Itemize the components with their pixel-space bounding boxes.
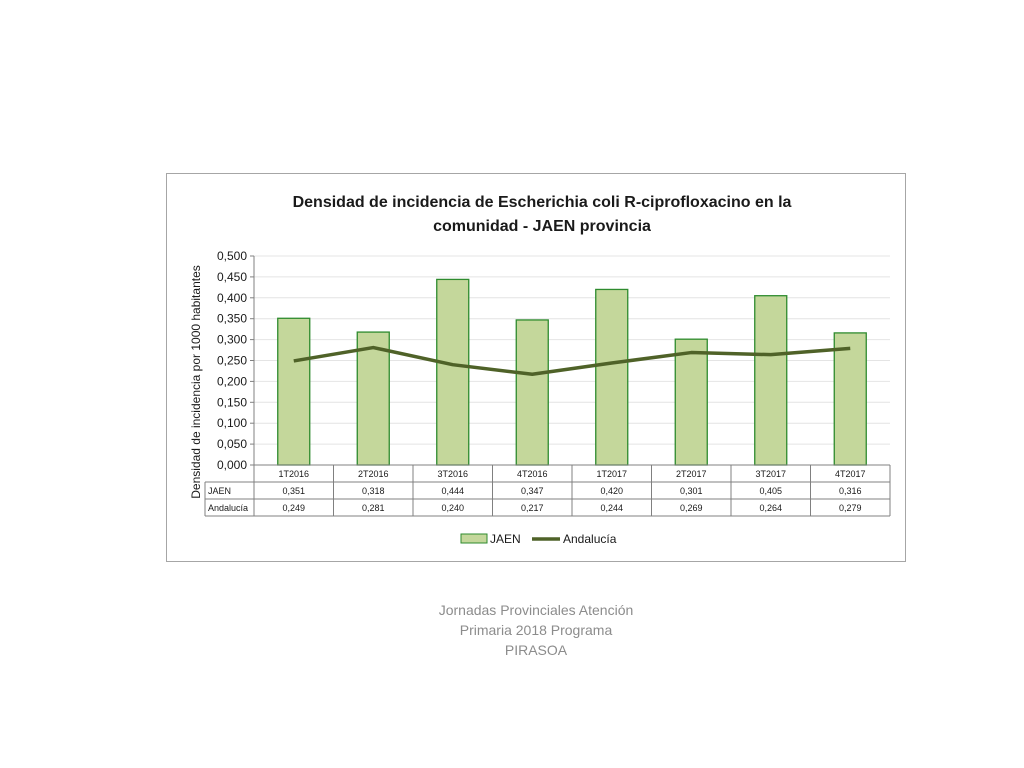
table-value-label: 0,240 bbox=[441, 503, 464, 513]
chart-title-line2: comunidad - JAEN provincia bbox=[433, 218, 651, 235]
bar-jaen bbox=[674, 338, 708, 466]
table-value-label: 0,281 bbox=[362, 503, 385, 513]
legend-label-jaen: JAEN bbox=[490, 532, 521, 546]
table-value-label: 0,420 bbox=[600, 486, 623, 496]
table-value-label: 0,301 bbox=[680, 486, 703, 496]
x-category-label: 3T2016 bbox=[437, 469, 468, 479]
table-value-label: 0,347 bbox=[521, 486, 544, 496]
chart-container: Densidad de incidencia de Escherichia co… bbox=[166, 173, 906, 562]
y-tick-label: 0,150 bbox=[217, 395, 247, 409]
y-tick-label: 0,350 bbox=[217, 312, 247, 326]
table-value-label: 0,249 bbox=[282, 503, 305, 513]
x-category-label: 3T2017 bbox=[755, 469, 786, 479]
y-tick-label: 0,250 bbox=[217, 354, 247, 368]
legend-label-andalucia: Andalucía bbox=[563, 532, 617, 546]
x-category-label: 1T2016 bbox=[278, 469, 309, 479]
y-tick-label: 0,450 bbox=[217, 270, 247, 284]
table-series-name: JAEN bbox=[208, 486, 231, 496]
table-value-label: 0,244 bbox=[600, 503, 623, 513]
table-value-label: 0,279 bbox=[839, 503, 862, 513]
table-value-label: 0,264 bbox=[759, 503, 782, 513]
bar-jaen bbox=[277, 317, 311, 466]
y-tick-label: 0,200 bbox=[217, 374, 247, 388]
chart-title-line1: Densidad de incidencia de Escherichia co… bbox=[293, 194, 792, 211]
bar-jaen bbox=[754, 295, 788, 466]
bar-line-chart: Densidad de incidencia de Escherichia co… bbox=[189, 194, 891, 546]
table-value-label: 0,444 bbox=[441, 486, 464, 496]
bar-jaen bbox=[595, 288, 629, 466]
x-category-label: 4T2017 bbox=[835, 469, 866, 479]
bar-jaen bbox=[356, 331, 390, 466]
footer-line-2: Primaria 2018 Programa bbox=[459, 622, 613, 638]
y-tick-label: 0,050 bbox=[217, 437, 247, 451]
y-tick-label: 0,400 bbox=[217, 291, 247, 305]
table-value-label: 0,269 bbox=[680, 503, 703, 513]
footer-caption: Jornadas Provinciales Atención Primaria … bbox=[400, 600, 672, 660]
y-axis-label: Densidad de incidencia por 1000 habitant… bbox=[189, 265, 203, 499]
x-category-label: 4T2016 bbox=[517, 469, 548, 479]
table-value-label: 0,316 bbox=[839, 486, 862, 496]
table-value-label: 0,217 bbox=[521, 503, 544, 513]
bar-jaen bbox=[833, 332, 867, 466]
y-tick-label: 0,000 bbox=[217, 458, 247, 472]
y-tick-label: 0,300 bbox=[217, 333, 247, 347]
legend-swatch-jaen bbox=[460, 533, 488, 544]
bar-jaen bbox=[436, 278, 470, 466]
footer-line-1: Jornadas Provinciales Atención bbox=[438, 602, 634, 618]
table-series-name: Andalucía bbox=[208, 503, 248, 513]
x-category-label: 2T2016 bbox=[358, 469, 389, 479]
table-value-label: 0,351 bbox=[282, 486, 305, 496]
y-tick-label: 0,500 bbox=[217, 249, 247, 263]
footer-line-3: PIRASOA bbox=[504, 642, 568, 658]
y-tick-label: 0,100 bbox=[217, 416, 247, 430]
table-value-label: 0,318 bbox=[362, 486, 385, 496]
x-category-label: 2T2017 bbox=[676, 469, 707, 479]
bar-jaen bbox=[515, 319, 549, 466]
line-andalucia bbox=[293, 345, 851, 377]
table-value-label: 0,405 bbox=[759, 486, 782, 496]
x-category-label: 1T2017 bbox=[596, 469, 627, 479]
